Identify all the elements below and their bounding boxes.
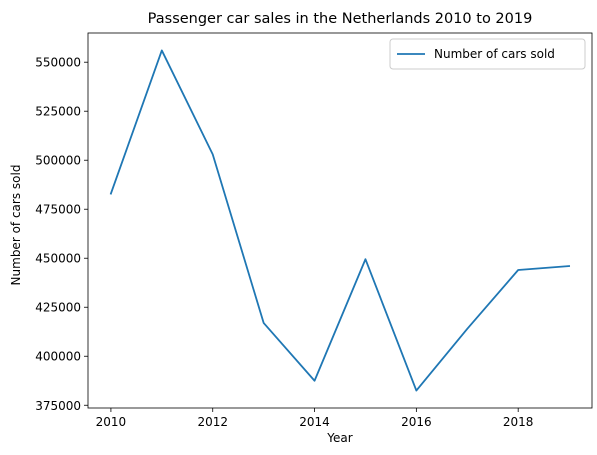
x-tick-label: 2016 xyxy=(401,415,432,429)
y-tick-label: 550000 xyxy=(35,56,81,70)
x-tick-label: 2010 xyxy=(96,415,127,429)
y-tick-label: 475000 xyxy=(35,203,81,217)
y-tick-label: 500000 xyxy=(35,154,81,168)
legend-label: Number of cars sold xyxy=(434,47,555,61)
x-tick-label: 2018 xyxy=(503,415,534,429)
legend-box xyxy=(389,38,586,70)
chart-title: Passenger car sales in the Netherlands 2… xyxy=(148,11,533,27)
y-tick-label: 450000 xyxy=(35,252,81,266)
axes-frame xyxy=(87,32,593,409)
x-tick-label: 2012 xyxy=(197,415,228,429)
series-line-0 xyxy=(109,49,571,392)
y-axis-label: Number of cars sold xyxy=(9,165,23,286)
x-axis-label: Year xyxy=(326,431,352,445)
x-tick-label: 2014 xyxy=(299,415,330,429)
plot-area: 2010 2012 2014 2016 2018 375000 400000 425000 45… xyxy=(35,32,593,429)
y-tick-label: 400000 xyxy=(35,350,81,364)
y-tick-label: 525000 xyxy=(35,105,81,119)
legend: Number of cars sold xyxy=(389,38,586,70)
y-tick-label: 375000 xyxy=(35,399,81,413)
y-tick-label: 425000 xyxy=(35,301,81,315)
